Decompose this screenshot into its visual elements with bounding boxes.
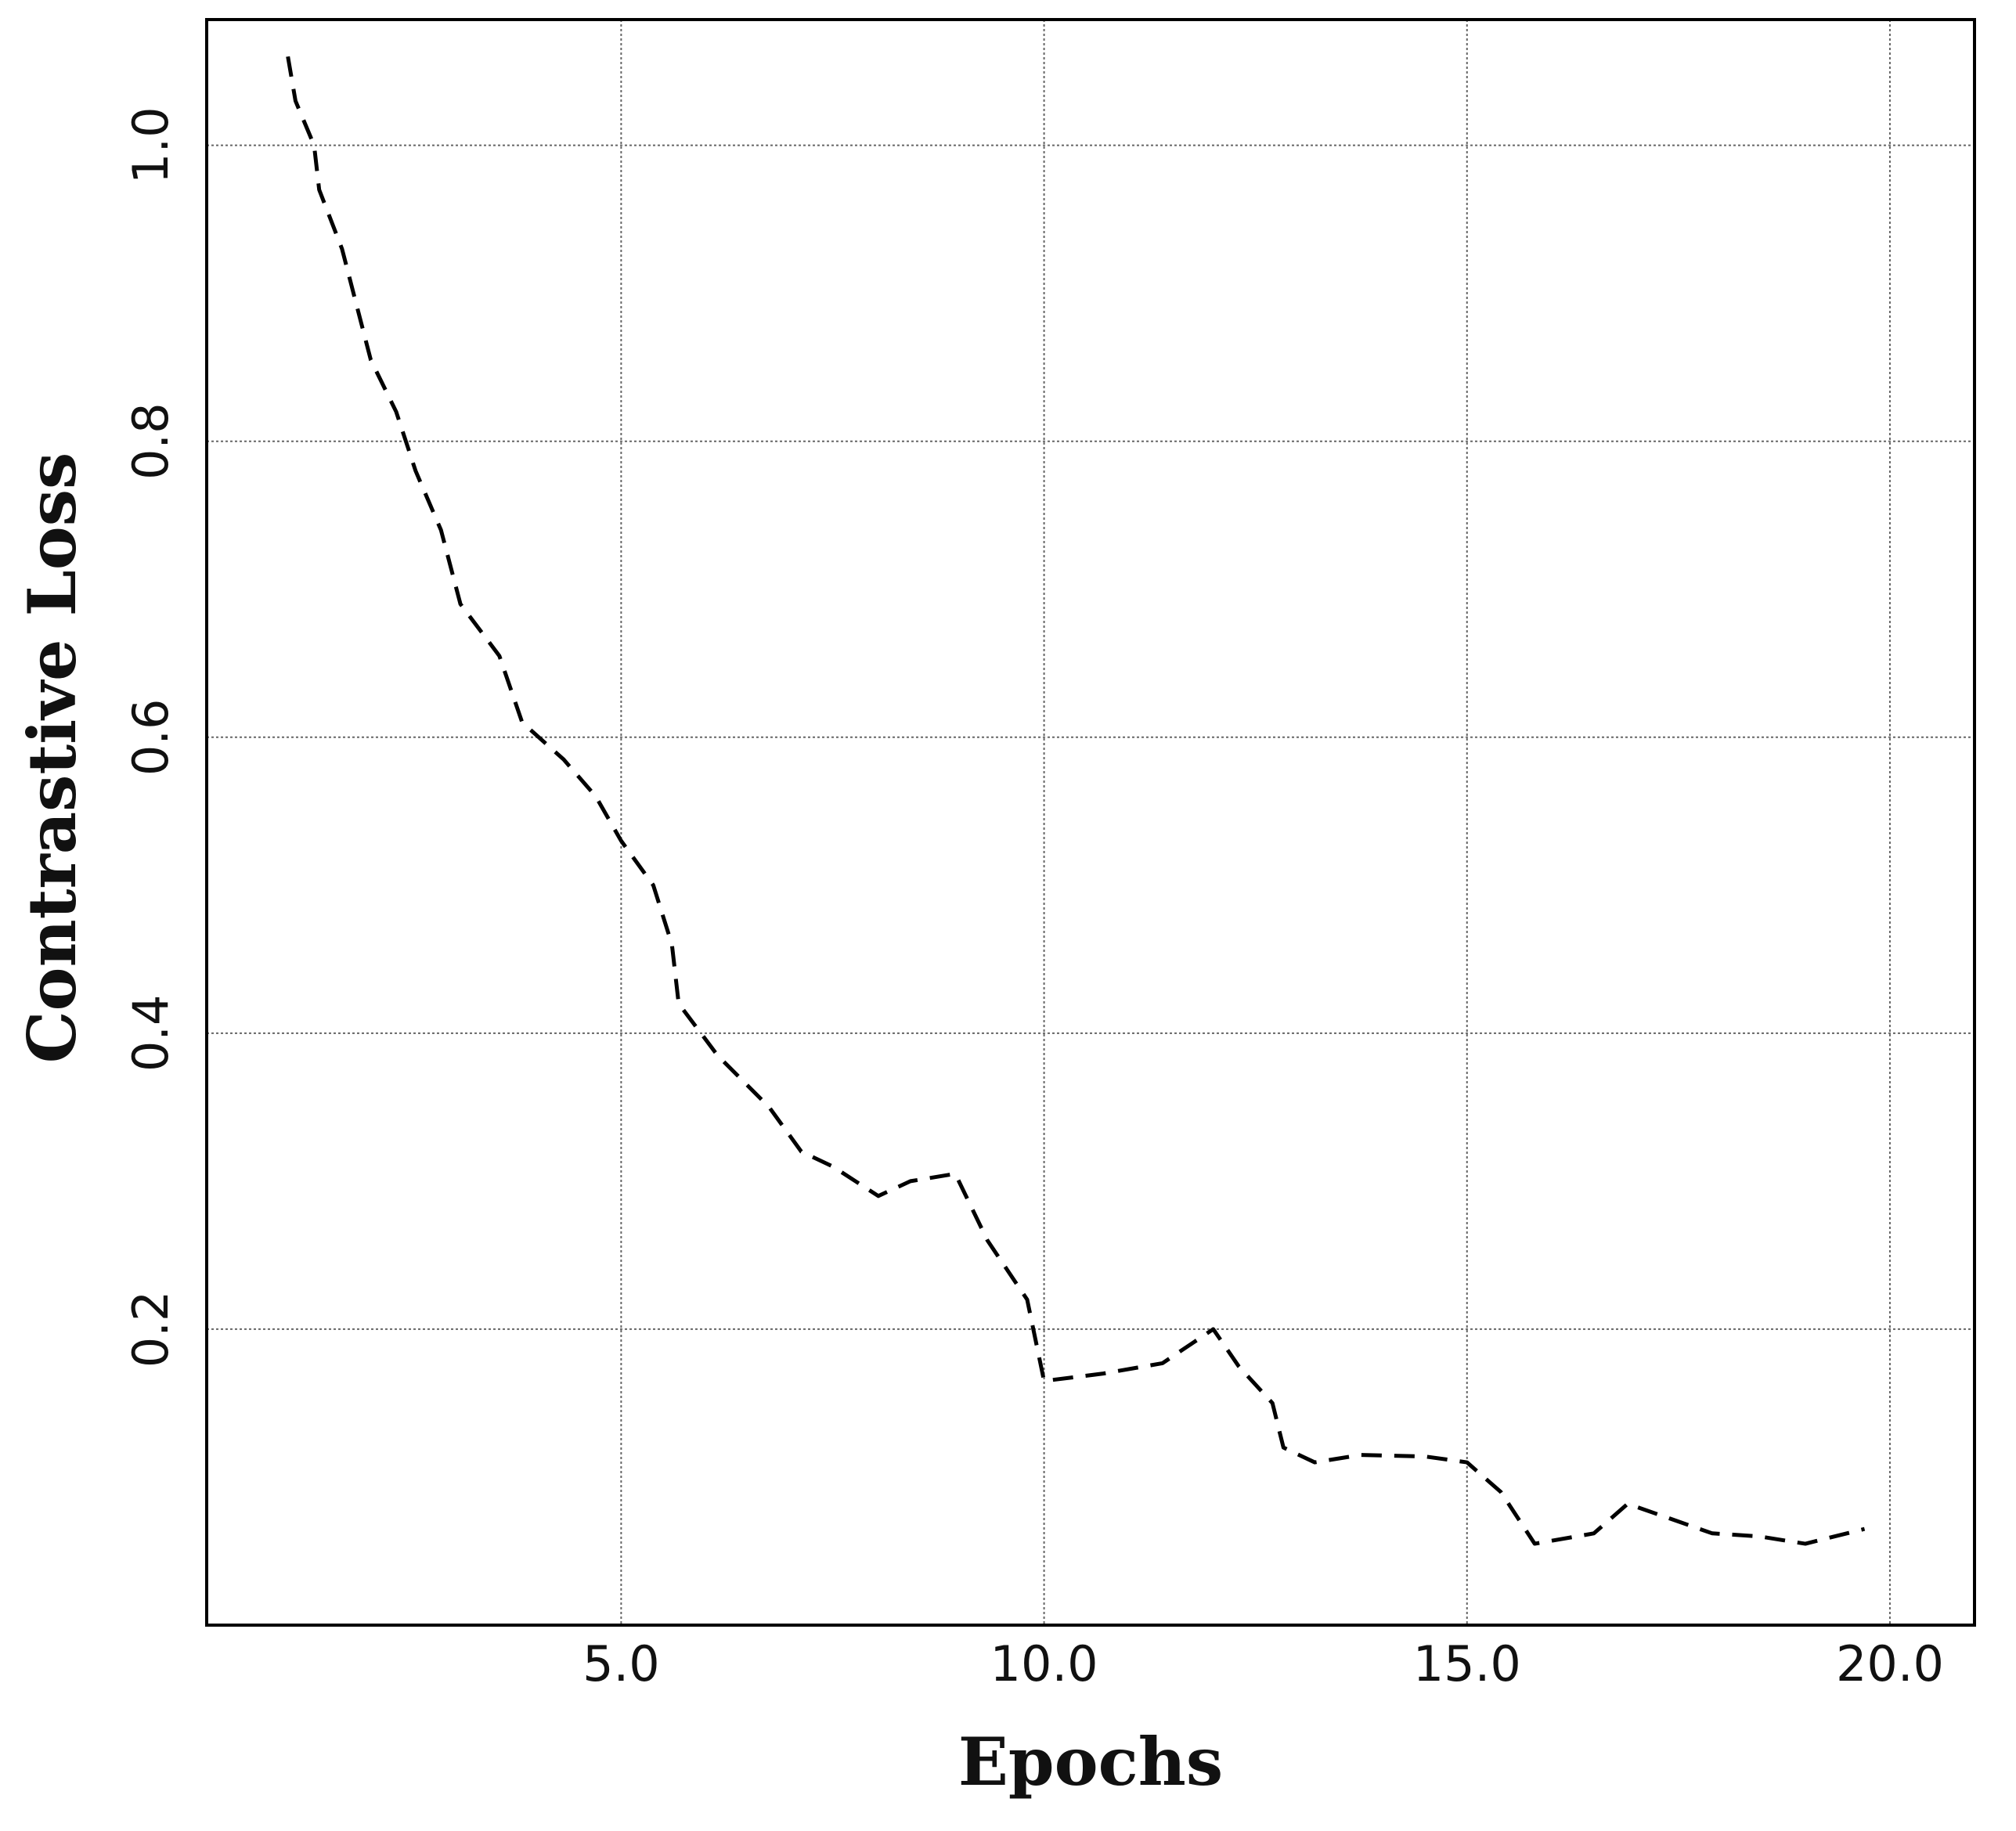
y-tick-label: 0.4 bbox=[122, 995, 179, 1072]
y-tick-label: 0.8 bbox=[122, 402, 179, 480]
x-tick-label: 10.0 bbox=[990, 1635, 1098, 1692]
loss-line bbox=[286, 56, 1866, 1546]
x-tick-label: 5.0 bbox=[582, 1635, 660, 1692]
plot-frame bbox=[205, 18, 1976, 1627]
y-axis-title: Contrastive Loss bbox=[13, 452, 91, 1064]
y-tick-label: 0.6 bbox=[122, 699, 179, 777]
x-tick-label: 20.0 bbox=[1836, 1635, 1944, 1692]
x-tick-label: 15.0 bbox=[1413, 1635, 1521, 1692]
y-tick-label: 1.0 bbox=[122, 106, 179, 184]
x-axis-title: Epochs bbox=[958, 1723, 1223, 1800]
y-tick-label: 0.2 bbox=[122, 1291, 179, 1368]
